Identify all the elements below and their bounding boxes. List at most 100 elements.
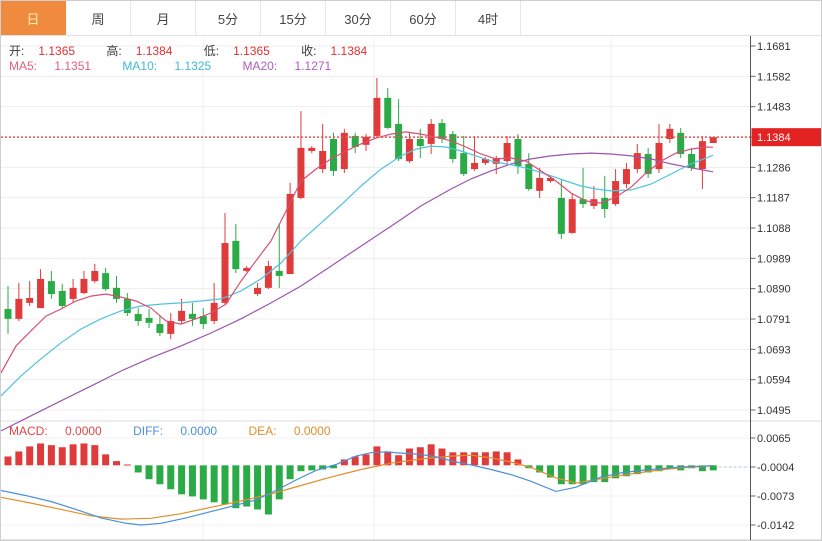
price-axis-label: 1.0989	[757, 253, 791, 265]
candle-body	[677, 132, 685, 155]
macd-histogram-bar	[26, 446, 34, 466]
candle-body	[362, 136, 370, 145]
diff-line	[1, 451, 714, 526]
candle-body	[210, 302, 218, 321]
macd-histogram-bar	[557, 465, 565, 485]
macd-panel[interactable]	[1, 443, 750, 526]
price-axis-label: 1.1187	[757, 193, 790, 205]
tab-30min[interactable]: 30分	[326, 1, 391, 35]
macd-histogram-bar	[416, 447, 424, 466]
macd-histogram-bar	[156, 465, 164, 485]
candle-body	[232, 240, 240, 270]
ma10-readout: MA10: 1.1325	[122, 59, 212, 73]
candle-body	[612, 181, 620, 205]
price-axis-label: 1.1582	[757, 71, 791, 83]
candle-body	[449, 134, 457, 159]
price-axis-label: 1.0594	[757, 375, 791, 387]
candle-body	[167, 320, 175, 334]
candle-body	[254, 287, 262, 294]
candle-body	[243, 267, 251, 271]
price-axis-label: 1.0495	[757, 405, 791, 417]
macd-histogram-bar	[427, 444, 435, 466]
candle-body	[395, 123, 403, 159]
macd-histogram-bar	[145, 465, 153, 480]
macd-histogram-bar	[622, 465, 630, 477]
macd-histogram-bar	[395, 455, 403, 466]
candle-body	[178, 310, 186, 321]
macd-histogram-bar	[319, 465, 327, 470]
tab-month[interactable]: 月	[131, 1, 196, 35]
current-price-badge	[751, 128, 821, 147]
tab-15min[interactable]: 15分	[261, 1, 326, 35]
macd-readout: MACD: 0.0000 DIFF: 0.0000 DEA: 0.0000	[9, 424, 359, 438]
candle-body	[698, 141, 706, 170]
candle-body	[37, 278, 45, 309]
candle-body	[633, 153, 641, 170]
macd-histogram-bar	[232, 465, 240, 509]
diff-value-readout: DIFF: 0.0000	[133, 424, 218, 438]
macd-histogram-bar	[123, 464, 131, 466]
candle-body	[351, 135, 359, 147]
candle-body	[199, 316, 207, 325]
candle-body	[373, 97, 381, 136]
candle-body	[622, 169, 630, 185]
candle-body	[644, 154, 652, 174]
tab-4hour[interactable]: 4时	[456, 1, 521, 35]
macd-histogram-bar	[579, 465, 587, 485]
candle-body	[536, 177, 544, 191]
price-axis: 1.1681 1.1582 1.1483 1.1384 1.1286 1.1187 1.10…	[750, 36, 821, 540]
candle-body	[503, 142, 511, 162]
macd-histogram-bar	[167, 465, 175, 490]
macd-histogram-bar	[264, 465, 272, 515]
ma10-line	[1, 145, 714, 397]
macd-histogram-bar	[221, 465, 229, 505]
ma-readout: MA5: 1.1351 MA10: 1.1325 MA20: 1.1271	[9, 59, 359, 73]
macd-histogram-bar	[612, 465, 620, 479]
tab-60min[interactable]: 60分	[391, 1, 456, 35]
macd-histogram-bar	[286, 465, 294, 480]
candle-body	[568, 199, 576, 233]
candle-body	[113, 287, 120, 299]
macd-histogram-bar	[188, 465, 196, 497]
candle-body	[221, 243, 229, 303]
candle-body	[4, 309, 12, 319]
tab-5min[interactable]: 5分	[196, 1, 261, 35]
tab-week[interactable]: 周	[66, 1, 131, 35]
macd-histogram-bar	[481, 452, 489, 466]
candle-body	[15, 298, 23, 319]
macd-histogram-bar	[69, 444, 77, 466]
macd-histogram-bar	[178, 465, 186, 495]
macd-histogram-bar	[340, 459, 348, 466]
price-axis-label: 1.0693	[757, 344, 791, 356]
candle-body	[308, 147, 316, 151]
macd-histogram-bar	[91, 445, 99, 466]
candle-body	[264, 266, 272, 288]
candle-body	[525, 163, 533, 190]
tab-day[interactable]: 日	[1, 1, 66, 35]
macd-histogram-bar	[601, 465, 609, 483]
candle-body	[134, 313, 142, 321]
price-panel[interactable]	[1, 77, 751, 432]
open-readout: 开: 1.1365	[9, 44, 76, 58]
candle-body	[69, 287, 77, 299]
macd-histogram-bar	[644, 465, 652, 473]
macd-histogram-bar	[102, 454, 110, 466]
candle-body	[557, 197, 565, 234]
candle-body	[460, 153, 468, 174]
candle-body	[481, 158, 489, 163]
candle-body	[188, 313, 196, 319]
macd-histogram-bar	[449, 452, 457, 466]
macd-histogram-bar	[330, 465, 337, 469]
candle-body	[384, 97, 392, 128]
candle-body	[47, 281, 55, 294]
dea-value-readout: DEA: 0.0000	[248, 424, 331, 438]
low-readout: 低: 1.1365	[203, 44, 270, 58]
candle-body	[286, 193, 294, 275]
macd-histogram-bar	[460, 452, 468, 466]
macd-histogram-bar	[113, 461, 120, 466]
price-axis-label: 1.1681	[757, 41, 791, 53]
candle-body	[330, 138, 337, 171]
candle-body	[709, 137, 717, 143]
